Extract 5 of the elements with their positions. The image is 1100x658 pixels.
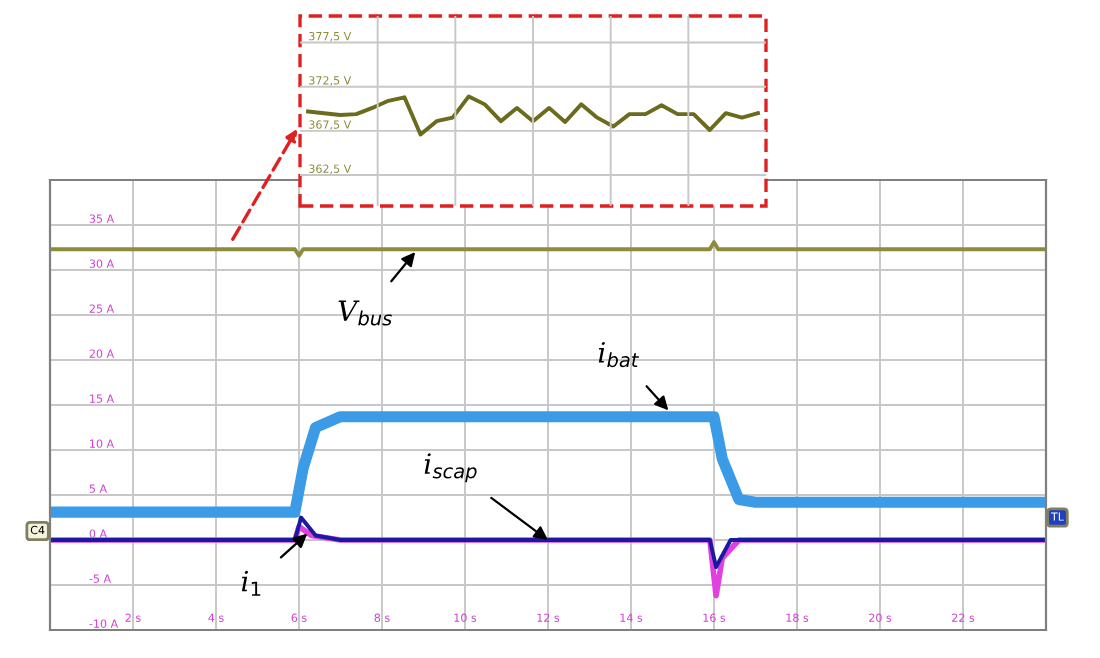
line-series xyxy=(306,94,760,137)
annotation: i$_{1}$ xyxy=(241,570,261,596)
annotation: V$_{bus}$ xyxy=(338,300,392,326)
annotation: i$_{bat}$ xyxy=(598,341,640,368)
annotation: i$_{scap}$ xyxy=(424,453,477,483)
